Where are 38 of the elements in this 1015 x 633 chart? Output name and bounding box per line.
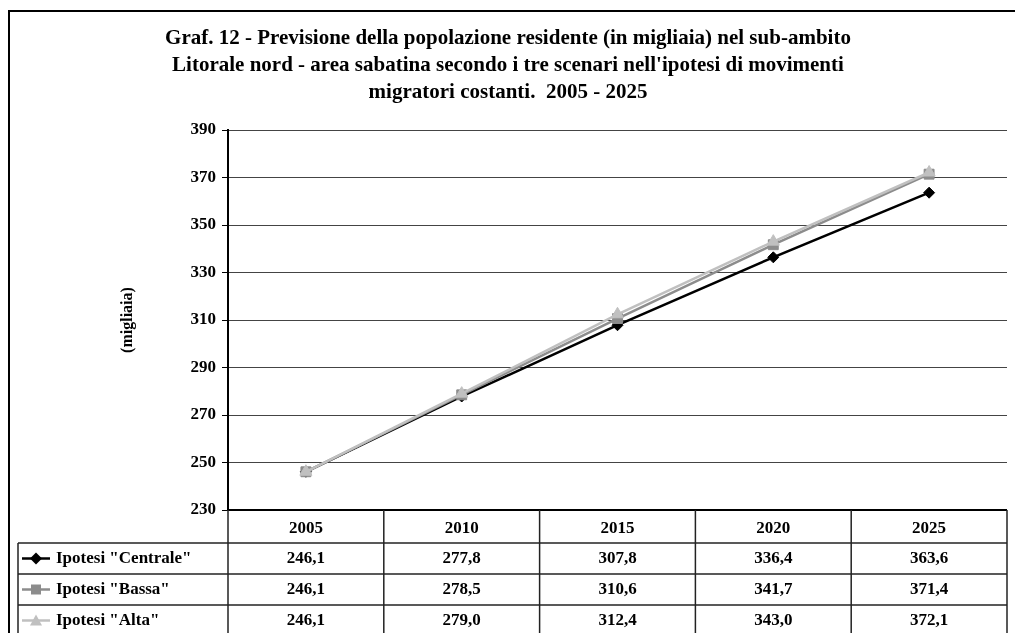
x-tick-label: 2010 bbox=[444, 517, 479, 537]
data-label: 371,4 bbox=[909, 578, 949, 598]
y-tick-label: 230 bbox=[190, 499, 216, 519]
x-tick-label: 2020 bbox=[756, 517, 791, 537]
data-label: 279,0 bbox=[442, 609, 481, 629]
data-label: 246,1 bbox=[286, 547, 326, 567]
chart-title: Graf. 12 - Previsione della popolazione residente (in migliaia) nel sub-ambito Litorale nord - area sabatina secondo i tre scenari nell'ipotesi di movimenti migratori costanti. 2005 - 2025 bbox=[164, 24, 852, 105]
data-label: 312,4 bbox=[598, 609, 638, 629]
data-label: 246,1 bbox=[286, 578, 326, 598]
data-label: 310,6 bbox=[598, 578, 637, 598]
y-tick-label: 350 bbox=[190, 214, 216, 234]
data-label: 277,8 bbox=[442, 547, 481, 567]
y-axis-title: (migliaia) bbox=[117, 287, 136, 353]
point bbox=[767, 251, 780, 264]
data-label: 246,1 bbox=[286, 609, 326, 629]
x-tick-label: 2005 bbox=[288, 517, 323, 537]
point bbox=[766, 234, 780, 246]
data-label: 307,8 bbox=[598, 547, 637, 567]
data-label: 341,7 bbox=[754, 578, 793, 598]
data-label: 343,0 bbox=[754, 609, 793, 629]
legend-label: Ipotesi "Alta" bbox=[56, 609, 160, 629]
legend-label: Ipotesi "Bassa" bbox=[56, 578, 170, 598]
point bbox=[610, 306, 625, 319]
y-tick-label: 310 bbox=[190, 309, 216, 329]
y-tick-label: 250 bbox=[190, 451, 216, 471]
legend-label: Ipotesi "Centrale" bbox=[56, 547, 192, 567]
point bbox=[923, 186, 936, 199]
y-tick-label: 390 bbox=[190, 119, 216, 139]
y-tick-label: 290 bbox=[190, 356, 216, 376]
y-tick-label: 330 bbox=[190, 261, 216, 281]
y-tick-label: 270 bbox=[190, 404, 216, 424]
x-tick-label: 2015 bbox=[600, 517, 635, 537]
data-label: 363,6 bbox=[909, 547, 949, 567]
data-label: 278,5 bbox=[442, 578, 481, 598]
x-tick-label: 2025 bbox=[912, 517, 947, 537]
y-tick-label: 370 bbox=[190, 166, 216, 186]
data-label: 336,4 bbox=[754, 547, 793, 567]
data-label: 372,1 bbox=[909, 609, 949, 629]
